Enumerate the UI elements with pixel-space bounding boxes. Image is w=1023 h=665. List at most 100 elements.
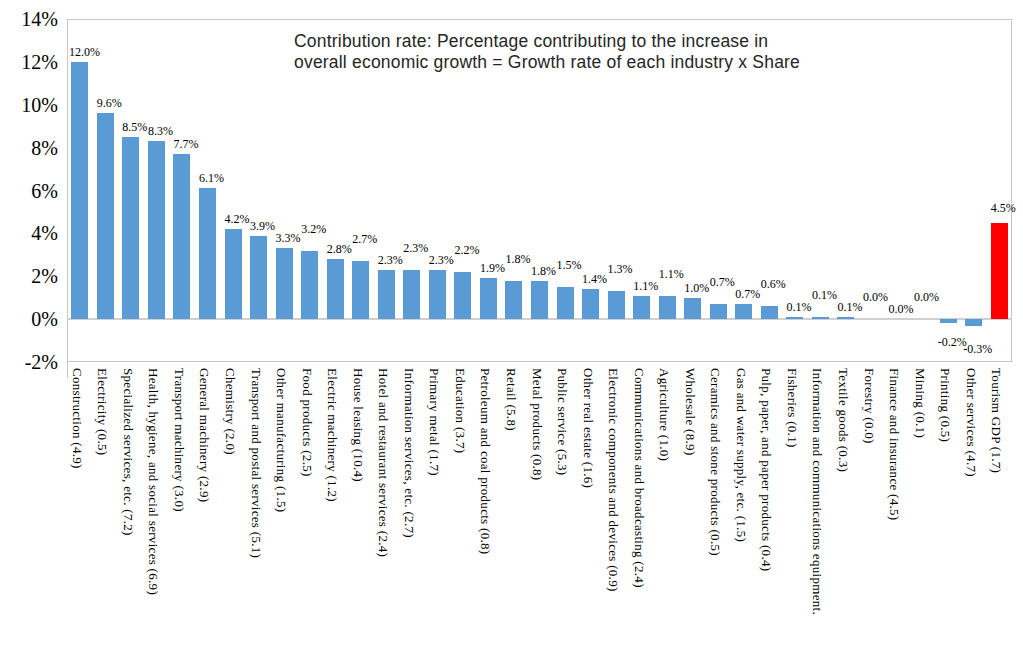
x-category-label: Public service (5.3) <box>556 368 569 663</box>
chart-title-line-1: Contribution rate: Percentage contributi… <box>294 31 854 52</box>
data-label: 12.0% <box>69 46 100 58</box>
data-label: 0.0% <box>914 291 939 303</box>
x-category-label: Other manufacturing (1.5) <box>275 368 288 663</box>
data-label: 1.9% <box>480 262 505 274</box>
x-category-label: Hotel and restaurant services (2.4) <box>377 368 390 663</box>
data-label: 2.3% <box>403 242 428 254</box>
bar <box>454 272 471 319</box>
x-category-label: Tourism GDP (1.7) <box>990 368 1003 663</box>
x-category-label: Health, hygiene, and social services (6.… <box>147 368 160 663</box>
data-label: 2.7% <box>352 233 377 245</box>
data-label: 1.8% <box>531 265 556 277</box>
x-category-label: Pulp, paper, and paper products (0.4) <box>760 368 773 663</box>
bar <box>633 296 650 320</box>
data-label: 8.3% <box>148 125 173 137</box>
data-label: 0.1% <box>812 289 837 301</box>
x-category-label: Forestry (0.0) <box>863 368 876 663</box>
x-category-label: Electric machinery (1.2) <box>326 368 339 663</box>
bar <box>97 113 114 319</box>
data-label: 0.1% <box>786 301 811 313</box>
data-label: 2.3% <box>378 254 403 266</box>
x-category-label: Wholesale (8.9) <box>684 368 697 663</box>
chart-title: Contribution rate: Percentage contributi… <box>294 31 854 72</box>
x-category-label: Finance and insurance (4.5) <box>888 368 901 663</box>
bar <box>965 319 982 325</box>
y-tick-label: 12% <box>0 52 58 72</box>
bar <box>940 319 957 323</box>
bar <box>199 188 216 319</box>
y-tick-label: 0% <box>0 309 58 329</box>
data-label: 0.6% <box>761 278 786 290</box>
x-category-label: Chemistry (2.0) <box>224 368 237 663</box>
data-label: 0.0% <box>889 303 914 315</box>
data-label: 8.5% <box>122 121 147 133</box>
data-label: 1.1% <box>659 268 684 280</box>
y-tick-label: 8% <box>0 138 58 158</box>
y-tick-label: -2% <box>0 352 58 372</box>
bar <box>761 306 778 319</box>
y-tick-label: 4% <box>0 223 58 243</box>
bar <box>352 261 369 319</box>
x-category-label: Gas and water supply, etc. (1.5) <box>735 368 748 663</box>
data-label: 7.7% <box>173 138 198 150</box>
bar-chart: Contribution rate: Percentage contributi… <box>0 0 1023 665</box>
bar <box>378 270 395 319</box>
data-label: 0.7% <box>710 276 735 288</box>
x-category-label: Communications and broadcasting (2.4) <box>633 368 646 663</box>
x-category-label: Electronic components and devices (0.9) <box>607 368 620 663</box>
data-label: 1.4% <box>582 273 607 285</box>
x-category-label: Retail (5.8) <box>505 368 518 663</box>
x-category-label: House leasing (10.4) <box>352 368 365 663</box>
x-category-label: Transport and postal services (5.1) <box>250 368 263 663</box>
data-label: 4.2% <box>225 213 250 225</box>
bar <box>659 296 676 320</box>
data-label: 9.6% <box>97 97 122 109</box>
bar <box>429 270 446 319</box>
x-category-label: Information services, etc. (2.7) <box>403 368 416 663</box>
x-category-label: Transport machinery (3.0) <box>173 368 186 663</box>
bar <box>608 291 625 319</box>
bar <box>786 317 803 319</box>
x-category-label: Education (3.7) <box>454 368 467 663</box>
y-tick-label: 14% <box>0 9 58 29</box>
bar <box>122 137 139 319</box>
data-label: 1.0% <box>684 282 709 294</box>
bar <box>71 62 88 319</box>
x-category-label: Metal products (0.8) <box>531 368 544 663</box>
bar <box>684 298 701 319</box>
bar <box>735 304 752 319</box>
x-category-label: Printing (0.5) <box>939 368 952 663</box>
bar <box>531 281 548 320</box>
x-category-label: Electricity (0.5) <box>96 368 109 663</box>
data-label: 6.1% <box>199 172 224 184</box>
y-tick-label: 6% <box>0 181 58 201</box>
x-category-label: Primary metal (1.7) <box>428 368 441 663</box>
bar <box>710 304 727 319</box>
bar-highlighted <box>991 223 1008 319</box>
x-category-label: General machinery (2.9) <box>198 368 211 663</box>
x-category-label: Ceramics and stone products (0.5) <box>709 368 722 663</box>
axis-outer-tick <box>67 362 68 378</box>
x-category-label: Textile goods (0.3) <box>837 368 850 663</box>
x-category-label: Fisheries (0.1) <box>786 368 799 663</box>
bar <box>505 281 522 320</box>
bar <box>225 229 242 319</box>
bar <box>582 289 599 319</box>
data-label: 2.3% <box>429 254 454 266</box>
bar <box>837 317 854 319</box>
chart-title-line-2: overall economic growth = Growth rate of… <box>294 52 854 73</box>
x-category-label: Petroleum and coal products (0.8) <box>479 368 492 663</box>
data-label: 0.0% <box>863 291 888 303</box>
data-label: 1.1% <box>633 280 658 292</box>
y-tick-label: 2% <box>0 266 58 286</box>
bar <box>173 154 190 319</box>
data-label: 1.8% <box>505 253 530 265</box>
data-label: 1.3% <box>608 263 633 275</box>
x-category-label: Mining (0.1) <box>914 368 927 663</box>
x-category-label: Other services (4.7) <box>965 368 978 663</box>
bar <box>403 270 420 319</box>
data-label: 2.8% <box>327 243 352 255</box>
y-tick-label: 10% <box>0 95 58 115</box>
x-category-label: Information and communications equipment… <box>811 368 824 663</box>
bar <box>301 251 318 320</box>
